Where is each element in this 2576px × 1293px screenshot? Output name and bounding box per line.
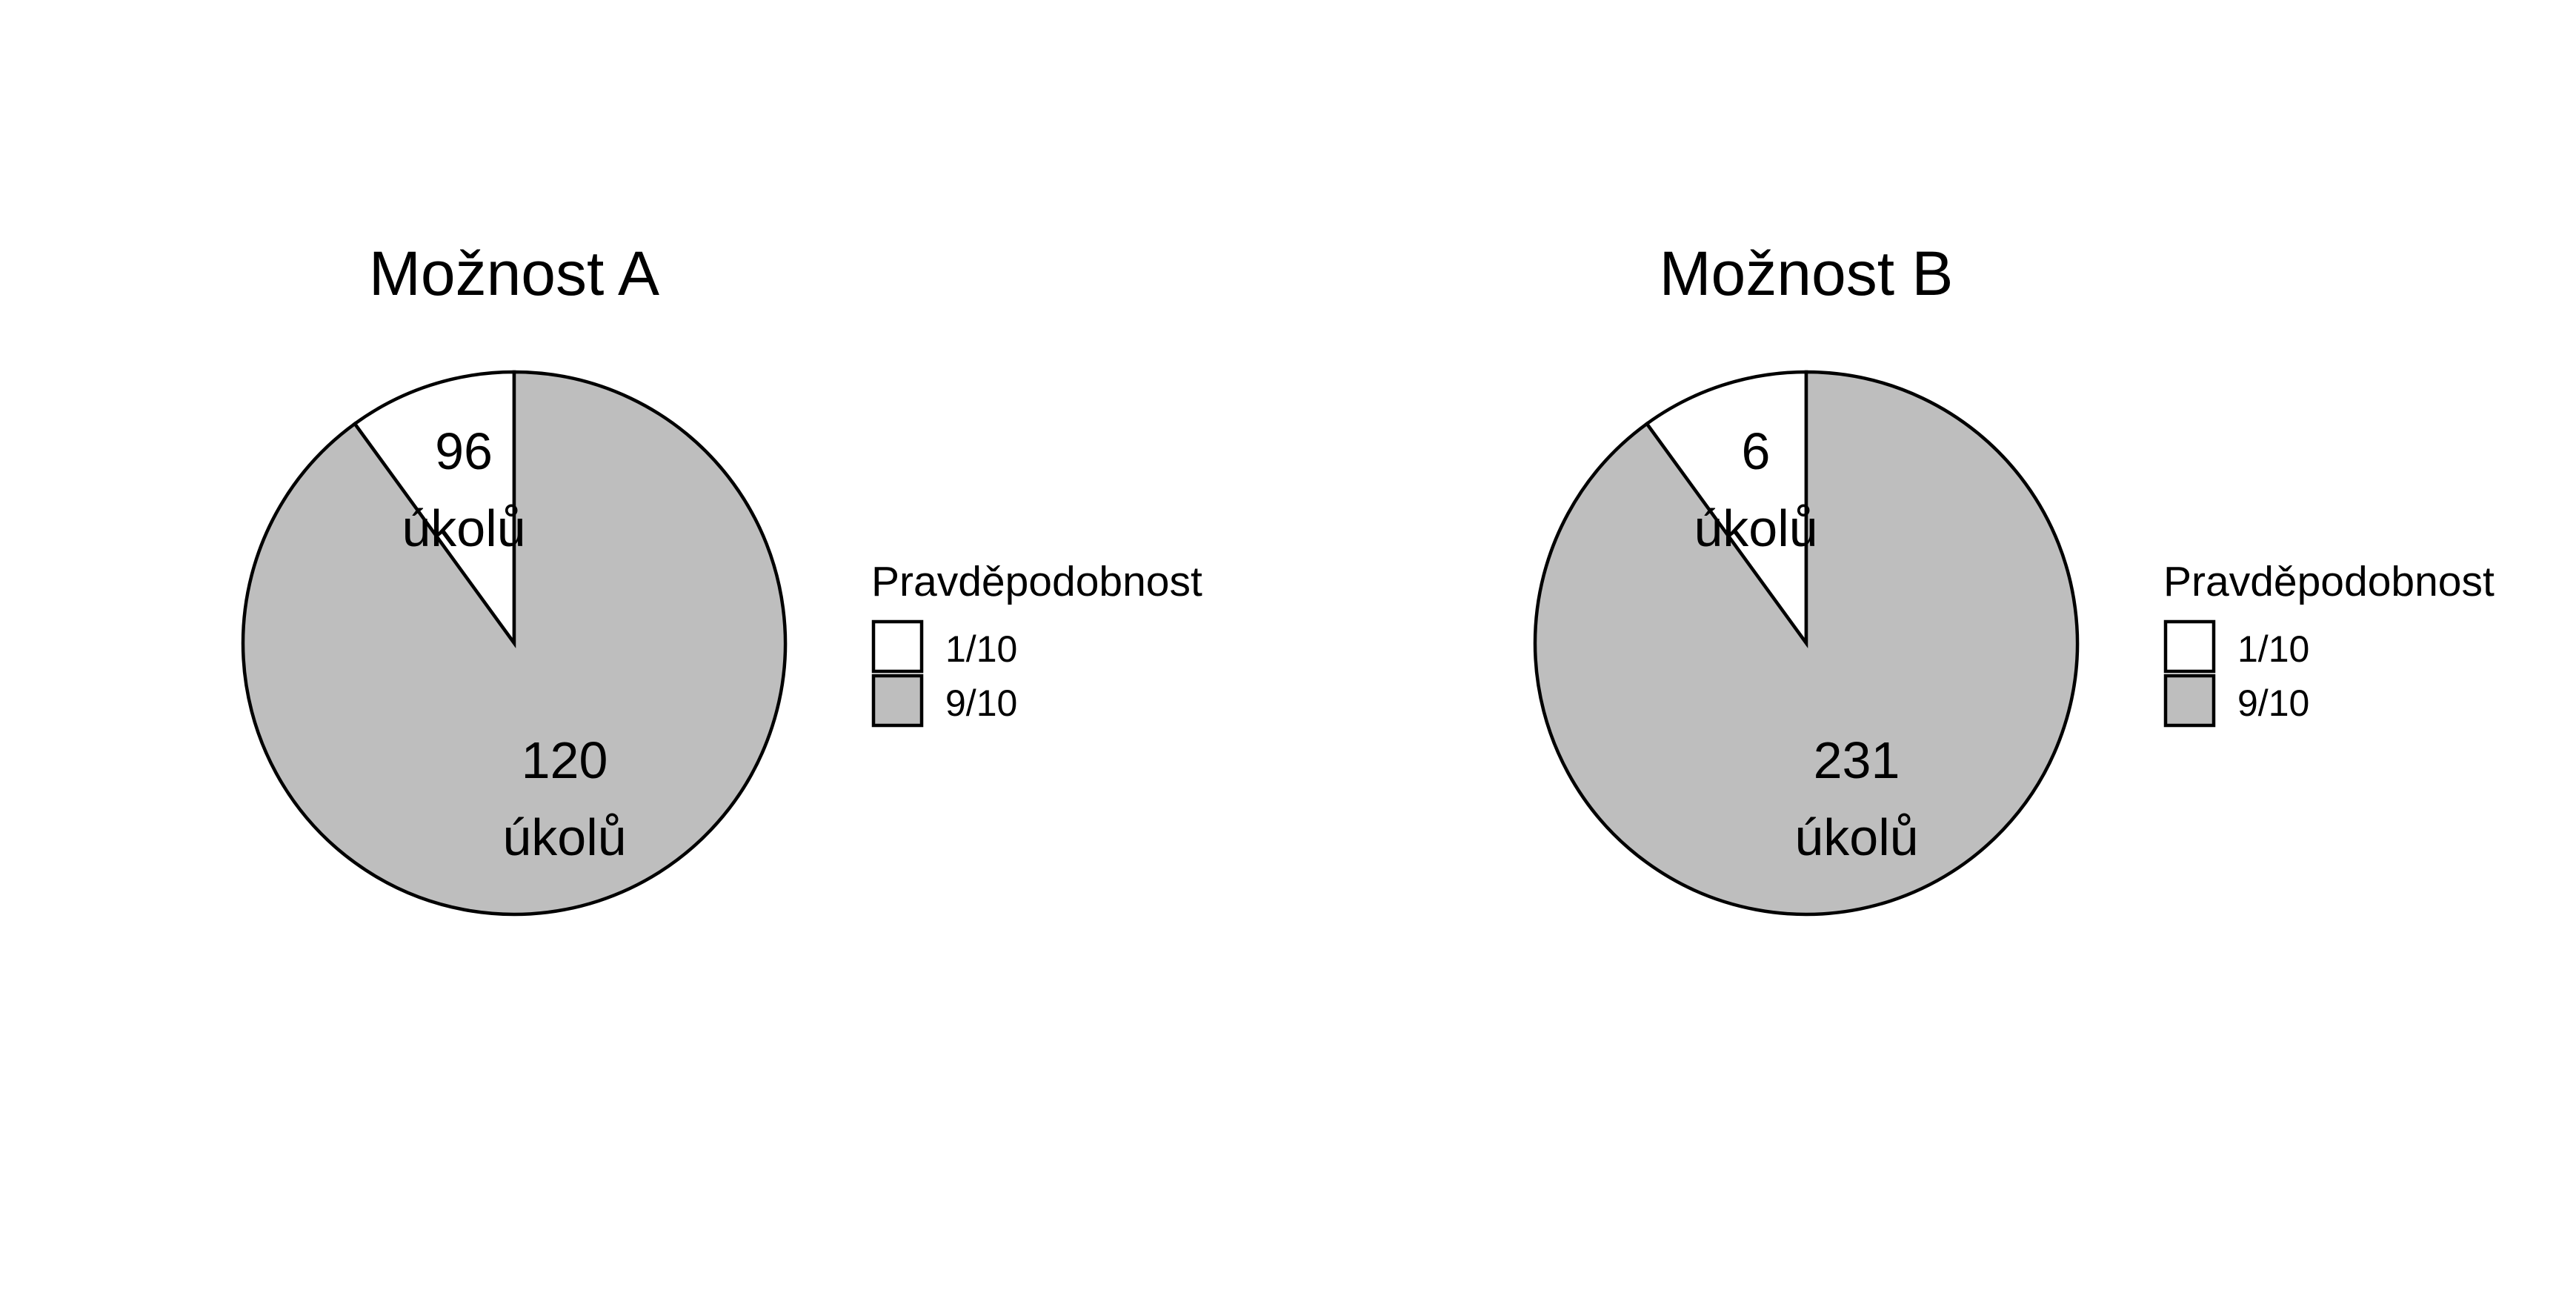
legend-a: Pravděpodobnost 1/10 9/10 <box>871 558 1202 728</box>
legend-a-key-1 <box>871 619 924 674</box>
legend-b-title: Pravděpodobnost <box>2163 558 2495 605</box>
pie-a-slice-1-unit: úkolů <box>402 499 525 557</box>
pie-b <box>1533 370 2080 917</box>
legend-b-label-2: 9/10 <box>2237 682 2309 724</box>
legend-b: Pravděpodobnost 1/10 9/10 <box>2163 558 2495 728</box>
pie-a <box>241 370 788 917</box>
legend-a-label-1: 1/10 <box>945 628 1017 670</box>
pie-b-slice-2 <box>1533 370 2080 917</box>
pie-a-slice-1 <box>352 370 516 648</box>
panel-b-title: Možnost B <box>1660 239 1954 308</box>
legend-a-title: Pravděpodobnost <box>871 558 1202 605</box>
legend-b-label-1: 1/10 <box>2237 628 2309 670</box>
pie-a-slice-1-value: 96 <box>435 422 493 480</box>
panel-a: Možnost A 96 úkolů 120 úkolů Pravděpodob… <box>241 239 1202 917</box>
legend-a-key-2 <box>871 674 924 728</box>
panel-b: Možnost B 6 úkolů 231 úkolů Pravděpodobn… <box>1533 239 2495 917</box>
pie-b-slice-1-unit: úkolů <box>1694 499 1817 557</box>
panel-a-title: Možnost A <box>369 239 659 308</box>
pie-b-slice-2-value: 231 <box>1814 731 1900 789</box>
legend-b-key-2 <box>2163 674 2216 728</box>
pie-b-slice-2-unit: úkolů <box>1794 808 1918 866</box>
pie-b-slice-1 <box>1644 370 1808 648</box>
legend-b-key-1 <box>2163 619 2216 674</box>
pie-a-slice-2-value: 120 <box>522 731 608 789</box>
pie-a-slice-2 <box>241 370 788 917</box>
legend-a-label-2: 9/10 <box>945 682 1017 724</box>
pie-a-slice-2-unit: úkolů <box>502 808 626 866</box>
pie-b-slice-1-value: 6 <box>1742 422 1771 480</box>
